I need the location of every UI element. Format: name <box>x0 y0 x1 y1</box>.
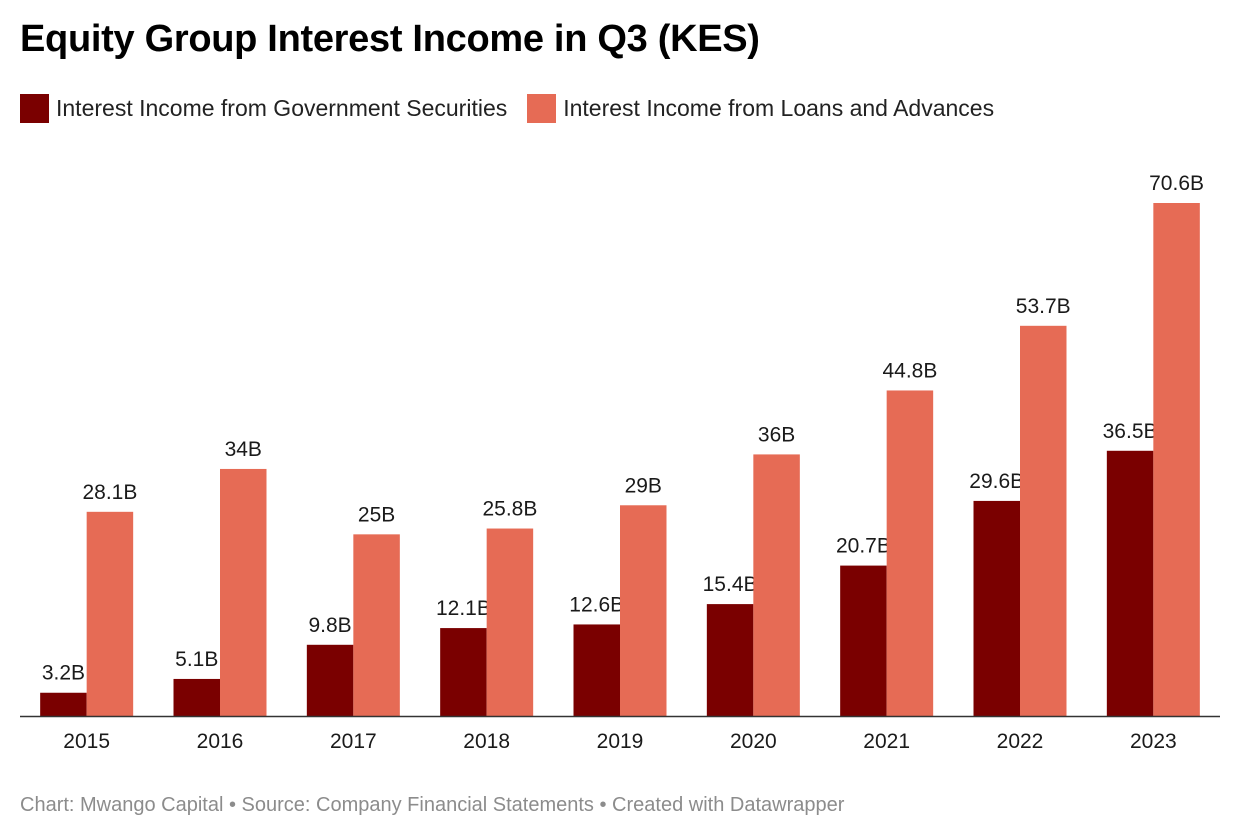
data-label-loans-and-advances-2015: 28.1B <box>82 481 137 504</box>
x-tick-label-2021: 2021 <box>863 730 910 753</box>
data-label-loans-and-advances-2021: 44.8B <box>882 359 937 382</box>
x-tick-label-2022: 2022 <box>997 730 1044 753</box>
legend-label-government-securities: Interest Income from Government Securiti… <box>56 95 508 121</box>
legend: Interest Income from Government Securiti… <box>20 94 1014 123</box>
bar-government-securities-2019 <box>573 624 620 716</box>
data-label-government-securities-2016: 5.1B <box>175 648 218 671</box>
bar-government-securities-2023 <box>1106 450 1154 716</box>
bar-government-securities-2016 <box>173 678 220 716</box>
x-tick-label-2018: 2018 <box>463 730 510 753</box>
bar-loans-and-advances-2018 <box>486 528 534 716</box>
bar-loans-and-advances-2022 <box>1020 325 1067 716</box>
data-label-government-securities-2018: 12.1B <box>436 597 491 620</box>
data-label-government-securities-2017: 9.8B <box>308 614 351 637</box>
legend-item-loans-and-advances: Interest Income from Loans and Advances <box>527 94 994 123</box>
bar-loans-and-advances-2023 <box>1153 203 1200 716</box>
data-label-loans-and-advances-2023: 70.6B <box>1149 172 1204 195</box>
data-label-loans-and-advances-2019: 29B <box>625 474 662 497</box>
legend-item-government-securities: Interest Income from Government Securiti… <box>20 94 507 123</box>
legend-swatch-government-securities <box>20 94 49 123</box>
data-label-government-securities-2020: 15.4B <box>703 573 758 596</box>
x-tick-label-2016: 2016 <box>197 730 244 753</box>
chart-footer: Chart: Mwango Capital • Source: Company … <box>20 794 845 816</box>
data-label-government-securities-2019: 12.6B <box>569 593 624 616</box>
x-tick-label-2019: 2019 <box>597 730 644 753</box>
x-tick-label-2020: 2020 <box>730 730 777 753</box>
bar-loans-and-advances-2021 <box>886 390 934 716</box>
x-tick-label-2017: 2017 <box>330 730 377 753</box>
bar-loans-and-advances-2015 <box>86 511 134 716</box>
data-label-loans-and-advances-2022: 53.7B <box>1016 295 1071 318</box>
data-label-loans-and-advances-2020: 36B <box>758 423 795 446</box>
bar-government-securities-2022 <box>973 500 1020 716</box>
bar-loans-and-advances-2016 <box>220 468 267 716</box>
x-tick-label-2015: 2015 <box>63 730 110 753</box>
bar-government-securities-2020 <box>706 604 754 716</box>
bar-government-securities-2015 <box>40 692 87 716</box>
bar-government-securities-2021 <box>840 565 887 716</box>
data-label-loans-and-advances-2016: 34B <box>225 438 262 461</box>
bar-loans-and-advances-2020 <box>753 454 800 716</box>
data-label-loans-and-advances-2018: 25.8B <box>482 498 537 521</box>
bar-government-securities-2017 <box>306 644 354 716</box>
legend-swatch-loans-and-advances <box>527 94 557 123</box>
data-label-government-securities-2021: 20.7B <box>836 535 891 558</box>
data-label-government-securities-2015: 3.2B <box>42 662 85 685</box>
chart-title: Equity Group Interest Income in Q3 (KES) <box>20 18 760 60</box>
x-tick-label-2023: 2023 <box>1130 730 1177 753</box>
bar-loans-and-advances-2017 <box>353 534 400 716</box>
data-label-loans-and-advances-2017: 25B <box>358 503 395 526</box>
bar-government-securities-2018 <box>440 628 487 716</box>
bar-loans-and-advances-2019 <box>620 505 667 716</box>
data-label-government-securities-2023: 36.5B <box>1103 420 1158 443</box>
data-label-government-securities-2022: 29.6B <box>969 470 1024 493</box>
legend-label-loans-and-advances: Interest Income from Loans and Advances <box>563 95 995 121</box>
